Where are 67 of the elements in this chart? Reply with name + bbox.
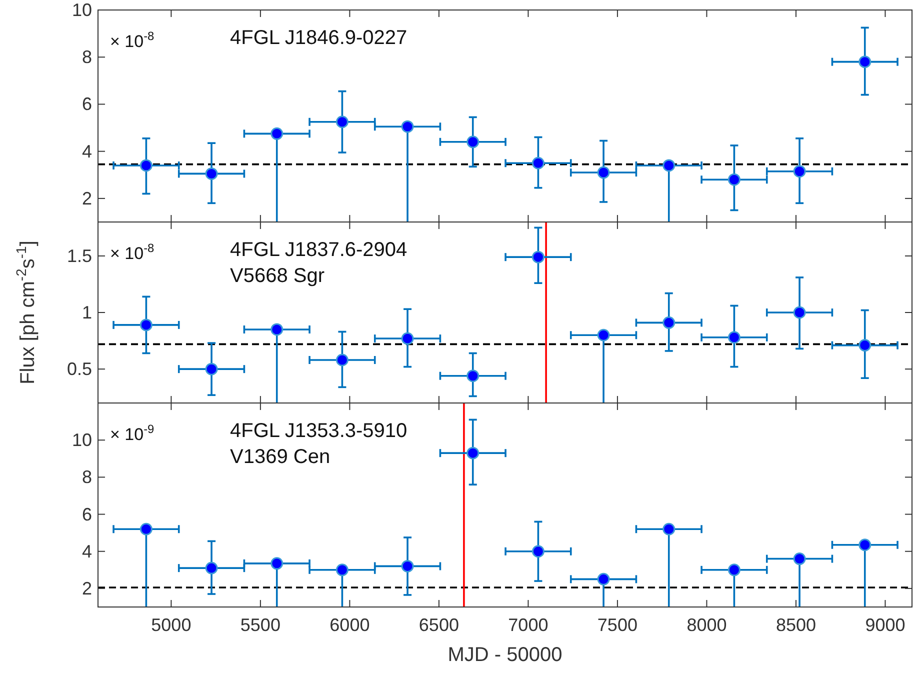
x-tick-label: 7500 [597, 615, 638, 635]
point [336, 354, 348, 366]
point [140, 522, 152, 536]
annotation: × 10$^{-8}$ [110, 29, 155, 51]
point [728, 564, 740, 576]
point [466, 136, 480, 148]
annotation: × 10$^{-8}$ [110, 241, 155, 263]
point [793, 165, 806, 178]
point [205, 562, 218, 574]
point [401, 120, 414, 133]
annotation: 4FGL J1846.9-0227 [230, 27, 408, 49]
y-tick-label: 1.5 [66, 246, 92, 266]
point [140, 318, 152, 332]
y-tick-label: 8 [82, 467, 92, 488]
point [205, 167, 218, 180]
point [532, 156, 544, 170]
point [466, 446, 480, 460]
y-tick-label: 6 [82, 94, 92, 114]
point [793, 306, 806, 319]
point [336, 564, 348, 576]
point [597, 328, 610, 342]
y-tick-label: 10 [72, 430, 92, 450]
point [532, 250, 544, 264]
point [597, 166, 610, 179]
point [140, 159, 152, 172]
annotation: 4FGL J1837.6-2904 [230, 239, 408, 261]
point [662, 522, 676, 536]
point [793, 552, 806, 566]
y-tick-label: 4 [82, 541, 92, 562]
point [205, 362, 218, 376]
point [662, 316, 676, 329]
y-tick-label: 2 [82, 578, 92, 598]
x-tick-label: 8000 [686, 615, 727, 635]
annotation: × 10$^{-9}$ [110, 422, 155, 444]
point [858, 339, 872, 352]
point [336, 116, 348, 128]
y-tick-label: 4 [82, 141, 92, 162]
point [401, 560, 414, 572]
point [466, 370, 480, 382]
y-tick-label: 6 [82, 504, 92, 524]
x-axis-title: MJD - 50000 [448, 644, 562, 666]
point [858, 56, 872, 68]
point [270, 557, 284, 570]
y-tick-label: 10 [72, 0, 92, 20]
y-tick-label: 1 [82, 302, 92, 322]
x-tick-label: 5000 [151, 615, 192, 635]
point [401, 332, 414, 345]
x-tick-label: 9000 [865, 615, 906, 635]
point [858, 538, 872, 552]
point [597, 572, 610, 586]
y-tick-label: 8 [82, 47, 92, 68]
annotation: V1369 Cen [230, 446, 330, 468]
y-tick-label: 0.5 [66, 359, 92, 380]
point [728, 331, 740, 344]
y-tick-label: 2 [82, 188, 92, 208]
annotation: V5668 Sgr [230, 265, 325, 287]
point [532, 545, 544, 558]
point [728, 173, 740, 186]
x-tick-label: 5500 [240, 615, 280, 635]
point [270, 127, 284, 140]
x-tick-label: 8500 [776, 615, 816, 635]
annotation: 4FGL J1353.3-5910 [230, 420, 408, 442]
point [270, 323, 284, 336]
x-tick-label: 7000 [508, 615, 548, 635]
point [662, 159, 676, 172]
x-tick-label: 6500 [418, 615, 459, 635]
x-tick-label: 6000 [330, 615, 370, 635]
